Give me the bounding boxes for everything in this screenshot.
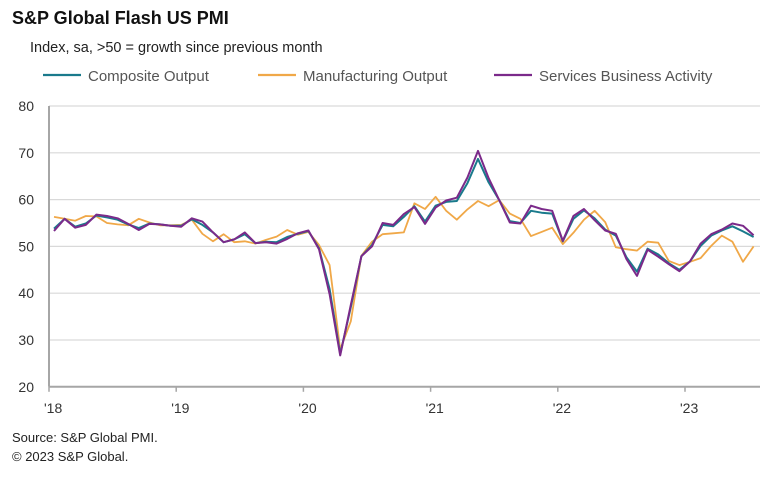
copyright-note: © 2023 S&P Global. [12, 449, 129, 464]
x-tick-label: '23 [680, 400, 698, 416]
y-tick-label: 50 [18, 238, 34, 254]
series-line-manufacturing-output [53, 195, 755, 351]
series-line-composite-output [53, 157, 755, 355]
legend-label: Manufacturing Output [303, 68, 448, 85]
y-tick-label: 40 [18, 285, 34, 301]
y-tick-label: 60 [18, 192, 34, 208]
source-note: Source: S&P Global PMI. [12, 430, 158, 445]
series-line-services-business-activity [53, 149, 755, 357]
x-tick-label: '18 [44, 400, 62, 416]
y-tick-label: 30 [18, 332, 34, 348]
legend-label: Composite Output [88, 68, 210, 85]
chart-title: S&P Global Flash US PMI [12, 8, 229, 28]
x-tick-label: '20 [298, 400, 316, 416]
chart-subtitle: Index, sa, >50 = growth since previous m… [30, 40, 323, 56]
x-tick-label: '22 [553, 400, 571, 416]
y-tick-label: 70 [18, 145, 34, 161]
y-tick-label: 80 [18, 98, 34, 114]
y-tick-label: 20 [18, 379, 34, 395]
x-tick-label: '21 [426, 400, 444, 416]
x-tick-label: '19 [171, 400, 189, 416]
legend-label: Services Business Activity [539, 68, 713, 85]
